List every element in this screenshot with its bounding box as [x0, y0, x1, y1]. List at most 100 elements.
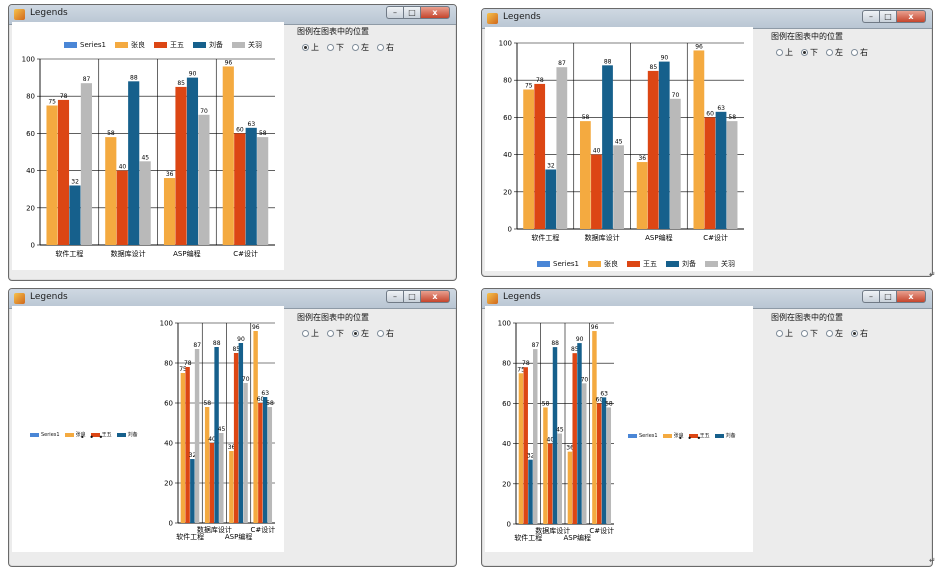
radio-left[interactable]: 左 [352, 42, 369, 53]
radio-label: 左 [361, 43, 369, 52]
radio-label: 下 [336, 329, 344, 338]
legend-position-group: 图例在图表中的位置上 下 左 右 [771, 31, 868, 58]
maximize-button[interactable]: □ [879, 10, 896, 23]
chart-panel [12, 22, 284, 270]
legend-swatch [64, 432, 74, 437]
maximize-button[interactable]: □ [879, 290, 896, 303]
legend-label: 王五 [169, 41, 184, 49]
legend-item: 刘备 [192, 40, 223, 50]
radio-circle[interactable] [801, 49, 808, 56]
radio-label: 左 [835, 329, 843, 338]
maximize-button[interactable]: □ [403, 290, 420, 303]
legend-item: 王五 [688, 432, 710, 439]
radio-circle[interactable] [352, 330, 359, 337]
legend-swatch [30, 432, 39, 437]
legend-label: 张良 [130, 41, 145, 49]
legend-label: 刘备 [681, 260, 696, 268]
legend-item: 张良 [64, 431, 86, 438]
legend-swatch [537, 261, 550, 267]
radio-right[interactable]: 右 [377, 42, 394, 53]
app-icon [14, 9, 25, 20]
radio-bottom[interactable]: 下 [327, 328, 344, 339]
radio-circle[interactable] [377, 44, 384, 51]
close-button[interactable]: x [420, 290, 450, 303]
radio-label: 右 [860, 48, 868, 57]
radio-right[interactable]: 右 [851, 47, 868, 58]
legend-item: 张良 [662, 432, 684, 439]
radio-top[interactable]: 上 [776, 328, 793, 339]
title-bar[interactable]: Legends – □ x [482, 9, 932, 29]
radio-right[interactable]: 右 [851, 328, 868, 339]
radio-circle[interactable] [851, 49, 858, 56]
radio-right[interactable]: 右 [377, 328, 394, 339]
radio-top[interactable]: 上 [302, 42, 319, 53]
title-bar[interactable]: Legends – □ x [9, 5, 456, 25]
legend-item: 刘备 [714, 432, 736, 439]
legend-item: 王五 [90, 431, 112, 438]
radio-circle[interactable] [776, 330, 783, 337]
radio-circle[interactable] [851, 330, 858, 337]
legend-swatch [626, 261, 640, 267]
window-buttons: – □ x [862, 10, 926, 23]
title-bar[interactable]: Legends – □ x [482, 289, 932, 309]
close-button[interactable]: x [420, 6, 450, 19]
chart-panel [485, 306, 753, 552]
radio-circle[interactable] [377, 330, 384, 337]
radio-label: 上 [785, 48, 793, 57]
legend-swatch [688, 433, 698, 438]
window-title: Legends [30, 292, 68, 302]
maximize-button[interactable]: □ [403, 6, 420, 19]
radio-label: 左 [361, 329, 369, 338]
minimize-button[interactable]: – [386, 290, 403, 303]
legend-swatch [116, 432, 126, 437]
legend-position-label: 图例在图表中的位置 [297, 27, 369, 36]
return-mark: ↵ [929, 270, 936, 279]
minimize-button[interactable]: – [386, 6, 403, 19]
radio-top[interactable]: 上 [302, 328, 319, 339]
minimize-button[interactable]: – [862, 290, 879, 303]
legend-swatch [662, 433, 672, 438]
legend-swatch [704, 261, 718, 267]
legend: Series1 张良 王五 刘备 关羽 [537, 259, 735, 269]
legend-item: 王五 [626, 259, 657, 269]
app-icon [14, 293, 25, 304]
radio-left[interactable]: 左 [352, 328, 369, 339]
legend-item: Series1 [537, 260, 579, 268]
radio-bottom[interactable]: 下 [801, 328, 818, 339]
legend-swatch [192, 42, 206, 48]
radio-circle[interactable] [327, 330, 334, 337]
legend-label: 刘备 [725, 433, 736, 439]
radio-top[interactable]: 上 [776, 47, 793, 58]
legend-label: Series1 [80, 41, 106, 49]
radio-circle[interactable] [826, 49, 833, 56]
legend-label: 关羽 [247, 41, 262, 49]
legend-label: Series1 [41, 431, 60, 438]
radio-left[interactable]: 左 [826, 47, 843, 58]
radio-left[interactable]: 左 [826, 328, 843, 339]
radio-circle[interactable] [327, 44, 334, 51]
close-button[interactable]: x [896, 10, 926, 23]
legend-item: 刘备 [116, 431, 138, 438]
window-title: Legends [503, 12, 541, 22]
radio-group: 上下 左 右 [302, 42, 394, 53]
window-title: Legends [503, 292, 541, 302]
radio-label: 上 [785, 329, 793, 338]
legend-item: 刘备 [665, 259, 696, 269]
minimize-button[interactable]: – [862, 10, 879, 23]
chart-panel [485, 27, 753, 271]
radio-circle[interactable] [826, 330, 833, 337]
radio-circle[interactable] [302, 44, 309, 51]
radio-group: 上下左 右 [776, 47, 868, 58]
radio-circle[interactable] [801, 330, 808, 337]
legend: Series1 张良 王五 刘备 [30, 431, 138, 438]
radio-bottom[interactable]: 下 [801, 47, 818, 58]
legend-item: Series1 [64, 41, 106, 49]
radio-circle[interactable] [302, 330, 309, 337]
radio-bottom[interactable]: 下 [327, 42, 344, 53]
radio-label: 右 [386, 43, 394, 52]
legend-label: 刘备 [127, 432, 138, 438]
radio-circle[interactable] [776, 49, 783, 56]
radio-circle[interactable] [352, 44, 359, 51]
radio-label: 上 [311, 43, 319, 52]
close-button[interactable]: x [896, 290, 926, 303]
